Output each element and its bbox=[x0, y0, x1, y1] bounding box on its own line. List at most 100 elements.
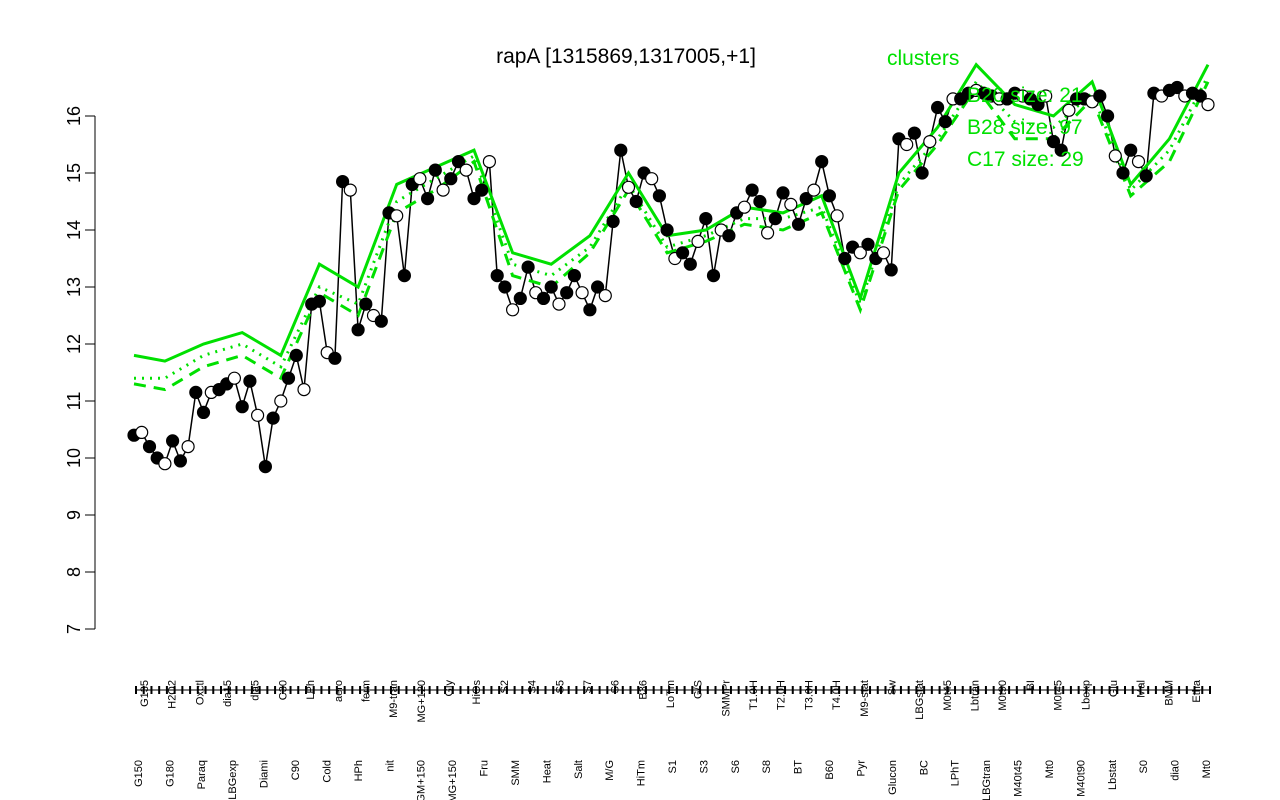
x-tick-label: dia15 bbox=[222, 680, 234, 707]
x-tick-label: MG+150 bbox=[447, 760, 459, 800]
data-point bbox=[397, 269, 411, 283]
data-point bbox=[799, 192, 813, 206]
data-point bbox=[930, 100, 945, 115]
data-point bbox=[830, 209, 844, 223]
data-point bbox=[938, 115, 952, 129]
series-layer bbox=[127, 62, 1215, 474]
x-tick-label: Pyr bbox=[855, 760, 867, 777]
chart-title: rapA [1315869,1317005,+1] bbox=[496, 45, 756, 68]
x-tick-label: nit bbox=[384, 760, 396, 772]
data-point bbox=[691, 234, 705, 248]
data-point bbox=[328, 351, 342, 365]
x-tick-label: T2.0H bbox=[776, 680, 788, 710]
data-point bbox=[652, 189, 667, 203]
data-point bbox=[900, 137, 914, 152]
legend-entry-b28: B28 size: 97 bbox=[967, 116, 1083, 139]
x-tick-label: LPh bbox=[305, 680, 317, 700]
data-point bbox=[606, 214, 620, 228]
data-point bbox=[297, 383, 311, 397]
x-tick-label: Paraq bbox=[196, 760, 208, 789]
x-tick-label: LBGtran bbox=[981, 760, 993, 800]
x-tick-label: Lbtran bbox=[970, 680, 982, 711]
data-point bbox=[1201, 97, 1215, 112]
data-point bbox=[274, 394, 288, 408]
x-tick-label: Lbexp bbox=[1080, 680, 1092, 710]
x-tick-label: HiOs bbox=[471, 680, 483, 705]
series-cluster-b20-line bbox=[133, 62, 1210, 363]
data-point bbox=[289, 348, 303, 362]
x-tick-label: S7 bbox=[582, 680, 594, 693]
data-point bbox=[490, 269, 504, 283]
y-tick-label: 10 bbox=[64, 448, 84, 468]
data-point bbox=[498, 280, 512, 294]
data-point bbox=[791, 217, 806, 231]
x-tick-label: BC bbox=[918, 760, 930, 775]
data-point bbox=[660, 223, 674, 237]
data-point bbox=[768, 212, 782, 226]
x-tick-label: Mt0 bbox=[1201, 760, 1213, 778]
x-tick-label: M40t90 bbox=[1075, 760, 1087, 797]
data-point bbox=[815, 155, 829, 169]
x-tick-label: Glu bbox=[1108, 680, 1120, 697]
data-point bbox=[838, 251, 852, 266]
data-point bbox=[1193, 89, 1207, 103]
data-point bbox=[181, 440, 195, 454]
data-point bbox=[753, 194, 767, 209]
data-point bbox=[227, 371, 241, 385]
x-tick-label: T3.0H bbox=[803, 680, 815, 710]
data-point bbox=[359, 297, 373, 311]
x-tick-label: S1 bbox=[667, 760, 679, 773]
y-tick-label: 14 bbox=[64, 220, 84, 240]
data-point bbox=[737, 200, 752, 214]
y-tick-label: 12 bbox=[64, 334, 84, 354]
data-point bbox=[583, 303, 597, 317]
data-point bbox=[1100, 109, 1115, 123]
data-point bbox=[189, 385, 203, 399]
data-point bbox=[1039, 89, 1053, 103]
x-tick-label: M0t90 bbox=[997, 680, 1009, 711]
data-point bbox=[1046, 135, 1061, 149]
data-point bbox=[1093, 89, 1107, 103]
x-tick-label: LoTm bbox=[665, 680, 677, 708]
x-tick-label: SMMPr bbox=[720, 680, 732, 717]
data-point bbox=[1139, 169, 1153, 183]
x-tick-label: G135 bbox=[139, 680, 151, 707]
legend: clusters B20 size: 21 B28 size: 97 C17 s… bbox=[887, 47, 1084, 171]
x-tick-label: G150 bbox=[133, 760, 145, 787]
data-point bbox=[907, 126, 922, 140]
data-point bbox=[923, 135, 937, 149]
x-tick-label: Salt bbox=[573, 760, 585, 779]
x-tick-label: B36 bbox=[637, 680, 649, 700]
x-tick-label: ferm bbox=[360, 680, 372, 702]
data-point bbox=[853, 246, 867, 260]
data-point bbox=[645, 172, 659, 186]
data-point bbox=[915, 166, 929, 180]
x-tick-label: HiTm bbox=[636, 760, 648, 786]
data-point bbox=[784, 197, 798, 211]
series-cluster-b28-line bbox=[133, 81, 1210, 392]
x-tick-label: S5 bbox=[554, 680, 566, 693]
data-point bbox=[444, 172, 458, 186]
x-tick-label: S2 bbox=[499, 680, 511, 693]
x-tick-label: dia0 bbox=[1170, 760, 1182, 781]
x-tick-label: Lbstat bbox=[1107, 760, 1119, 790]
data-point bbox=[135, 425, 149, 439]
data-point bbox=[1124, 143, 1138, 157]
x-tick-label: aero bbox=[333, 680, 345, 702]
data-point bbox=[196, 405, 211, 419]
data-point bbox=[467, 192, 481, 206]
y-tick-label: 13 bbox=[64, 277, 84, 297]
x-tick-label: S8 bbox=[761, 760, 773, 773]
data-point bbox=[312, 294, 326, 308]
x-tick-label: Mal bbox=[1136, 680, 1148, 698]
x-tick-label: S3 bbox=[698, 760, 710, 773]
data-point bbox=[884, 263, 898, 277]
x-tick-label: S4 bbox=[527, 680, 539, 693]
x-tick-label: LBGstat bbox=[914, 680, 926, 720]
data-point bbox=[158, 457, 172, 471]
data-point bbox=[1062, 103, 1076, 117]
data-point bbox=[629, 194, 643, 209]
x-tick-label: HPh bbox=[353, 760, 365, 781]
legend-entry-b20: B20 size: 21 bbox=[967, 84, 1083, 107]
data-point bbox=[621, 180, 636, 194]
